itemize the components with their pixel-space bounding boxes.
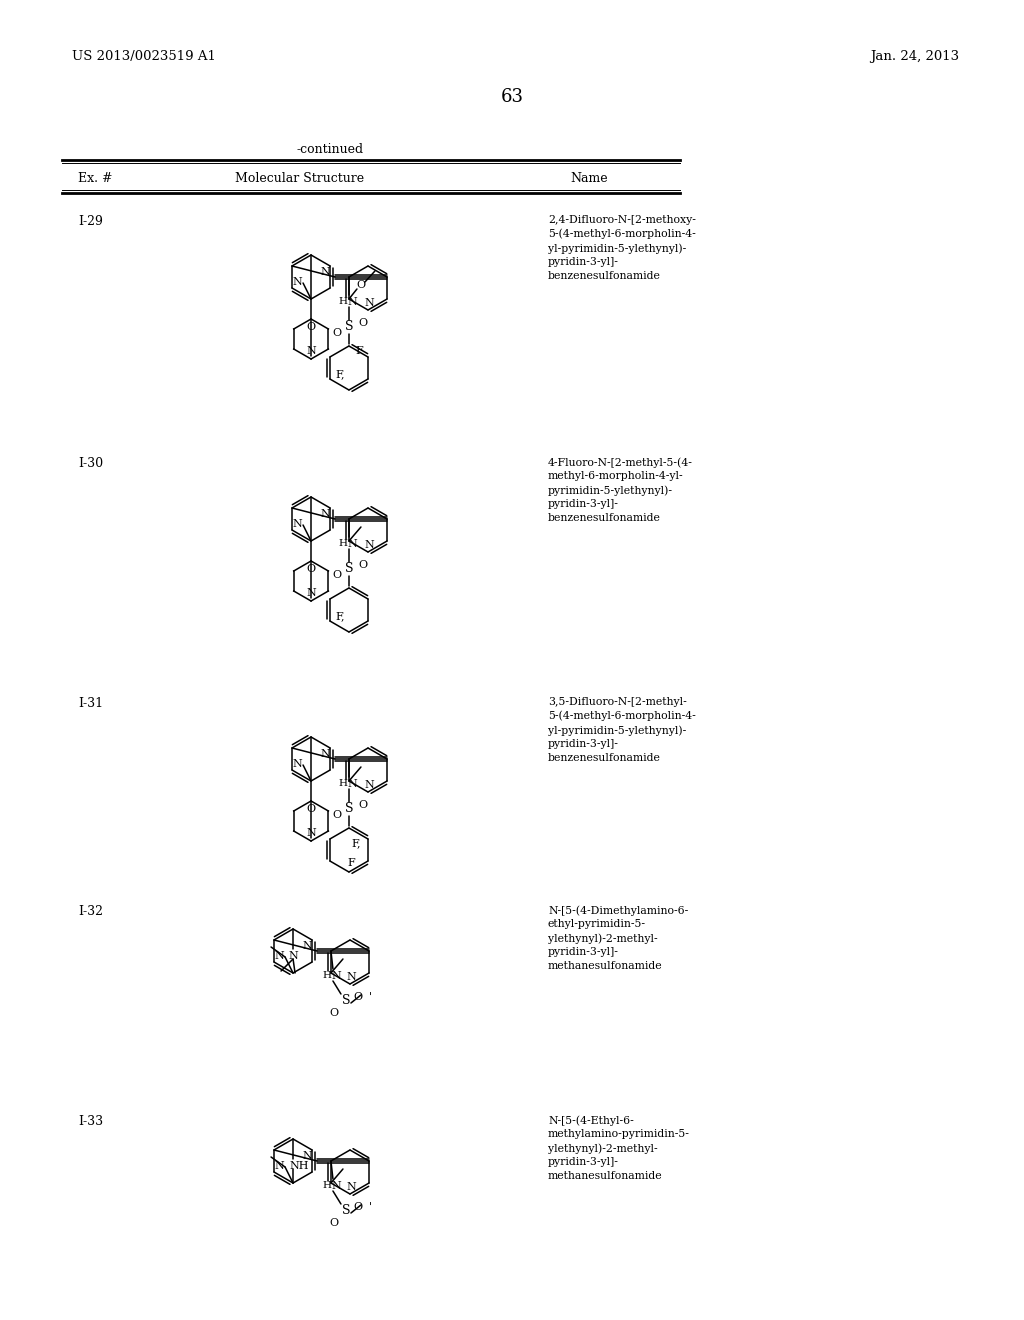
Text: O: O bbox=[330, 1008, 339, 1018]
Text: N: N bbox=[302, 1151, 312, 1162]
Text: N: N bbox=[347, 539, 356, 549]
Text: F,: F, bbox=[335, 611, 345, 620]
Text: F: F bbox=[355, 346, 362, 356]
Text: N: N bbox=[347, 779, 356, 789]
Text: O: O bbox=[356, 280, 366, 290]
Text: H: H bbox=[323, 1181, 332, 1191]
Text: S: S bbox=[345, 562, 353, 576]
Text: N: N bbox=[365, 298, 374, 308]
Text: N: N bbox=[347, 297, 356, 308]
Text: I-29: I-29 bbox=[78, 215, 102, 228]
Text: N-[5-(4-Dimethylamino-6-
ethyl-pyrimidin-5-
ylethynyl)-2-methyl-
pyridin-3-yl]-
: N-[5-(4-Dimethylamino-6- ethyl-pyrimidin… bbox=[548, 906, 688, 970]
Text: N: N bbox=[365, 780, 374, 789]
Text: N: N bbox=[288, 950, 298, 961]
Text: NH: NH bbox=[289, 1162, 308, 1171]
Text: 2,4-Difluoro-N-[2-methoxy-
5-(4-methyl-6-morpholin-4-
yl-pyrimidin-5-ylethynyl)-: 2,4-Difluoro-N-[2-methoxy- 5-(4-methyl-6… bbox=[548, 215, 696, 281]
Text: N: N bbox=[306, 346, 316, 356]
Text: N: N bbox=[302, 941, 312, 950]
Text: F,: F, bbox=[351, 838, 360, 847]
Text: N: N bbox=[346, 972, 356, 982]
Text: Name: Name bbox=[570, 172, 607, 185]
Text: O: O bbox=[353, 1203, 362, 1212]
Text: N: N bbox=[292, 277, 302, 286]
Text: N: N bbox=[306, 587, 316, 598]
Text: Molecular Structure: Molecular Structure bbox=[236, 172, 365, 185]
Text: N: N bbox=[321, 748, 330, 759]
Text: O: O bbox=[353, 993, 362, 1002]
Text: O: O bbox=[330, 1218, 339, 1228]
Text: O: O bbox=[333, 810, 342, 820]
Text: N: N bbox=[292, 519, 302, 529]
Text: S: S bbox=[345, 803, 353, 816]
Text: I-33: I-33 bbox=[78, 1115, 103, 1129]
Text: N-[5-(4-Ethyl-6-
methylamino-pyrimidin-5-
ylethynyl)-2-methyl-
pyridin-3-yl]-
me: N-[5-(4-Ethyl-6- methylamino-pyrimidin-5… bbox=[548, 1115, 690, 1181]
Text: O: O bbox=[358, 318, 368, 327]
Text: O: O bbox=[306, 804, 315, 814]
Text: H: H bbox=[339, 780, 347, 788]
Text: N: N bbox=[331, 972, 341, 981]
Text: O: O bbox=[306, 322, 315, 333]
Text: I-31: I-31 bbox=[78, 697, 103, 710]
Text: 4-Fluoro-N-[2-methyl-5-(4-
methyl-6-morpholin-4-yl-
pyrimidin-5-ylethynyl)-
pyri: 4-Fluoro-N-[2-methyl-5-(4- methyl-6-morp… bbox=[548, 457, 693, 523]
Text: Jan. 24, 2013: Jan. 24, 2013 bbox=[870, 50, 959, 63]
Text: ': ' bbox=[369, 1203, 372, 1212]
Text: O: O bbox=[333, 327, 342, 338]
Text: O: O bbox=[306, 564, 315, 574]
Text: S: S bbox=[342, 994, 350, 1007]
Text: N: N bbox=[365, 540, 374, 550]
Text: I-32: I-32 bbox=[78, 906, 103, 917]
Text: N: N bbox=[331, 1181, 341, 1191]
Text: S: S bbox=[345, 321, 353, 334]
Text: I-30: I-30 bbox=[78, 457, 103, 470]
Text: S: S bbox=[342, 1204, 350, 1217]
Text: N: N bbox=[274, 1162, 284, 1171]
Text: N: N bbox=[346, 1181, 356, 1192]
Text: F: F bbox=[347, 858, 355, 869]
Text: N: N bbox=[321, 510, 330, 519]
Text: H: H bbox=[339, 297, 347, 306]
Text: N: N bbox=[321, 267, 330, 277]
Text: US 2013/0023519 A1: US 2013/0023519 A1 bbox=[72, 50, 216, 63]
Text: Ex. #: Ex. # bbox=[78, 172, 113, 185]
Text: 63: 63 bbox=[501, 88, 523, 106]
Text: O: O bbox=[333, 570, 342, 579]
Text: N: N bbox=[292, 759, 302, 770]
Text: ': ' bbox=[369, 993, 372, 1002]
Text: F,: F, bbox=[335, 370, 345, 379]
Text: N: N bbox=[306, 828, 316, 838]
Text: -continued: -continued bbox=[296, 143, 364, 156]
Text: H: H bbox=[339, 540, 347, 549]
Text: H: H bbox=[323, 972, 332, 981]
Text: 3,5-Difluoro-N-[2-methyl-
5-(4-methyl-6-morpholin-4-
yl-pyrimidin-5-ylethynyl)-
: 3,5-Difluoro-N-[2-methyl- 5-(4-methyl-6-… bbox=[548, 697, 695, 763]
Text: O: O bbox=[358, 560, 368, 570]
Text: O: O bbox=[358, 800, 368, 810]
Text: N: N bbox=[274, 950, 284, 961]
